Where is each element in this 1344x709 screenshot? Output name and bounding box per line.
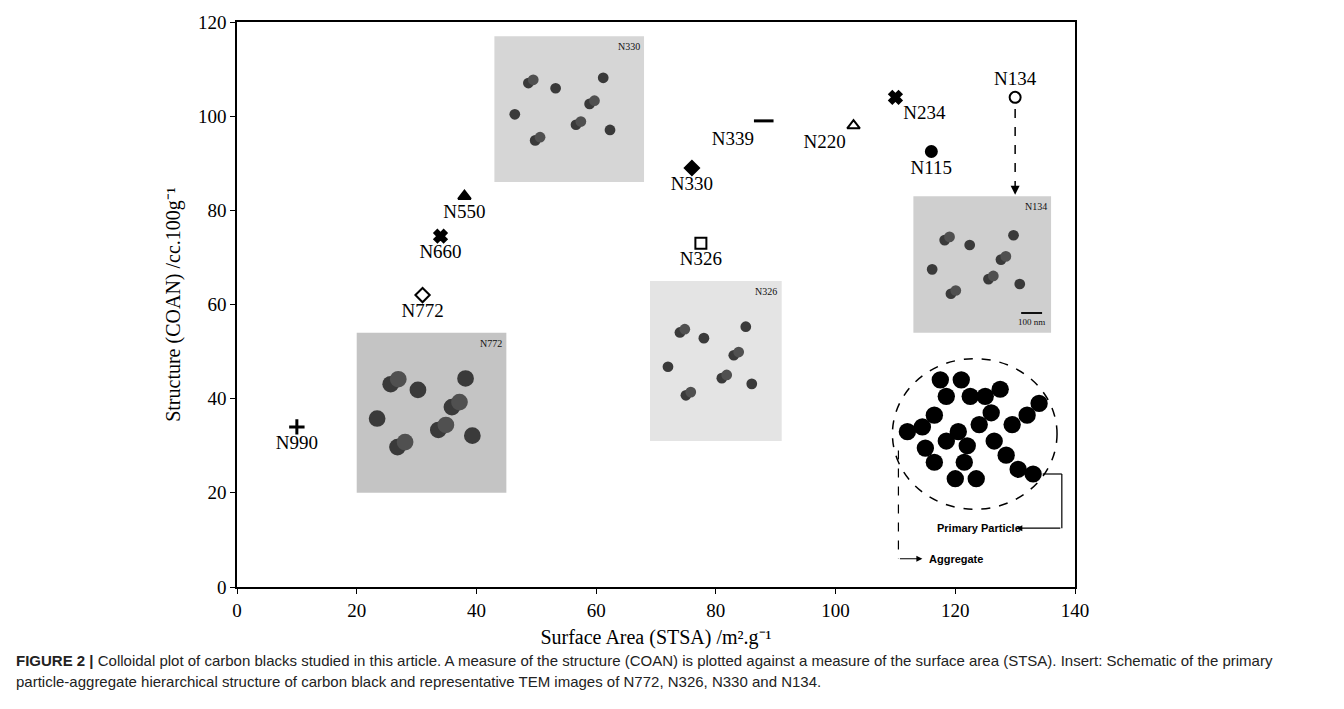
svg-text:120: 120 [198,12,227,33]
svg-text:100 nm: 100 nm [1018,317,1045,327]
svg-text:120: 120 [941,600,970,621]
svg-text:N660: N660 [419,241,461,262]
svg-text:N990: N990 [276,432,318,453]
svg-text:0: 0 [232,600,242,621]
svg-text:100: 100 [198,106,227,127]
svg-text:Primary Particle: Primary Particle [937,522,1021,534]
svg-text:100: 100 [821,600,850,621]
svg-text:Surface Area (STSA) /m².g⁻¹: Surface Area (STSA) /m².g⁻¹ [540,626,771,649]
svg-text:60: 60 [587,600,606,621]
svg-text:140: 140 [1061,600,1090,621]
svg-text:40: 40 [467,600,486,621]
svg-text:80: 80 [706,600,725,621]
svg-text:N330: N330 [618,41,640,52]
svg-text:N772: N772 [480,338,502,349]
svg-text:N550: N550 [443,201,485,222]
svg-text:N326: N326 [755,286,777,297]
svg-text:0: 0 [217,577,227,598]
svg-text:N134: N134 [1025,201,1047,212]
svg-text:Structure (COAN) /cc.100g⁻¹: Structure (COAN) /cc.100g⁻¹ [162,187,185,422]
svg-text:N134: N134 [994,68,1037,89]
svg-text:Aggregate: Aggregate [929,553,983,565]
svg-text:N772: N772 [401,300,443,321]
svg-text:N326: N326 [680,248,722,269]
svg-text:40: 40 [207,388,226,409]
svg-text:20: 20 [207,482,226,503]
html-text:FIGURE 2 | Colloidal plot of c: FIGURE 2 | Colloidal plot of carbon blac… [16,652,1273,690]
svg-text:60: 60 [207,294,226,315]
svg-text:N234: N234 [903,102,946,123]
svg-text:N115: N115 [911,157,953,178]
svg-text:80: 80 [207,200,226,221]
svg-text:N339: N339 [712,128,754,149]
svg-text:N220: N220 [803,131,845,152]
svg-text:20: 20 [347,600,366,621]
svg-text:N330: N330 [671,173,713,194]
